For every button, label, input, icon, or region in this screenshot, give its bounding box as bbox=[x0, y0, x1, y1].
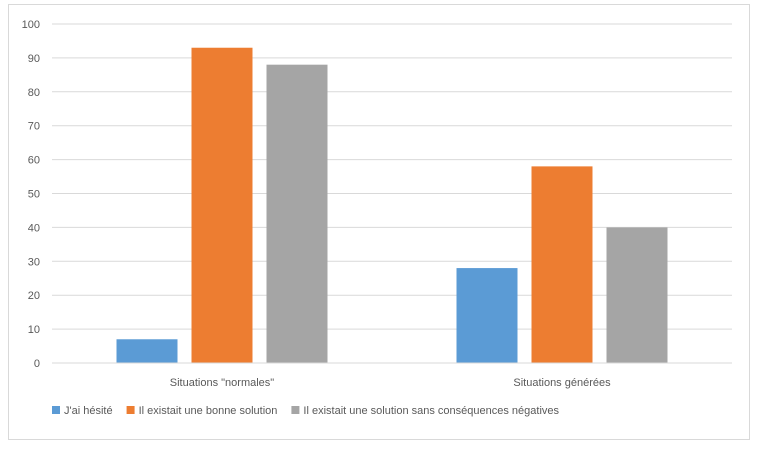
bars bbox=[116, 47, 668, 364]
legend-label: Il existait une bonne solution bbox=[139, 405, 278, 417]
legend-swatch bbox=[52, 406, 60, 414]
bar bbox=[266, 64, 328, 364]
y-tick-label: 0 bbox=[34, 358, 40, 370]
x-category-label: Situations "normales" bbox=[170, 377, 275, 389]
y-tick-label: 80 bbox=[28, 87, 40, 99]
legend-swatch bbox=[126, 406, 135, 414]
y-tick-label: 60 bbox=[28, 155, 40, 167]
legend: J'ai hésité Il existait une bonne solutio… bbox=[52, 405, 560, 417]
y-tick-label: 50 bbox=[28, 189, 40, 201]
y-tick-label: 100 bbox=[22, 19, 40, 31]
bar bbox=[456, 268, 518, 363]
bar bbox=[606, 227, 668, 363]
y-tick-label: 40 bbox=[28, 222, 40, 234]
y-axis-tick-labels: 0 10 20 30 40 50 60 70 80 90 100 bbox=[22, 19, 40, 370]
y-tick-label: 90 bbox=[28, 53, 40, 65]
bar bbox=[531, 166, 593, 363]
chart-frame bbox=[8, 4, 750, 440]
x-axis-category-labels: Situations "normales" Situations générées bbox=[170, 377, 611, 389]
legend-swatch bbox=[291, 406, 300, 414]
y-tick-label: 70 bbox=[28, 121, 40, 133]
bar bbox=[116, 339, 178, 363]
y-tick-label: 10 bbox=[28, 324, 40, 336]
legend-label: Il existait une solution sans conséquenc… bbox=[303, 405, 559, 417]
y-tick-label: 30 bbox=[28, 256, 40, 268]
legend-label: J'ai hésité bbox=[64, 405, 113, 417]
bar bbox=[191, 47, 253, 363]
y-tick-label: 20 bbox=[28, 290, 40, 302]
x-category-label: Situations générées bbox=[513, 377, 611, 389]
